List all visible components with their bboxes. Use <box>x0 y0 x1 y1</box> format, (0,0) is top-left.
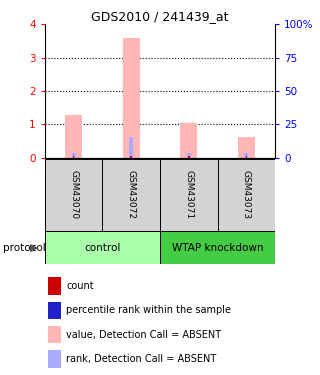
Bar <box>130 156 132 158</box>
Text: GSM43073: GSM43073 <box>242 170 251 220</box>
Bar <box>218 159 275 231</box>
Text: WTAP knockdown: WTAP knockdown <box>172 243 263 253</box>
Bar <box>245 156 247 158</box>
Text: protocol: protocol <box>3 243 46 253</box>
Bar <box>73 156 75 158</box>
Text: control: control <box>84 243 121 253</box>
Bar <box>48 302 61 319</box>
Bar <box>188 156 190 158</box>
Bar <box>123 38 140 158</box>
Bar <box>45 231 160 264</box>
Bar <box>48 350 61 368</box>
Text: GSM43071: GSM43071 <box>184 170 193 220</box>
Bar <box>102 159 160 231</box>
Text: GSM43072: GSM43072 <box>127 171 136 219</box>
Bar <box>160 159 218 231</box>
Bar <box>180 123 197 158</box>
Text: rank, Detection Call = ABSENT: rank, Detection Call = ABSENT <box>67 354 217 364</box>
Bar <box>45 159 102 231</box>
Bar <box>48 277 61 295</box>
Text: value, Detection Call = ABSENT: value, Detection Call = ABSENT <box>67 330 221 340</box>
Title: GDS2010 / 241439_at: GDS2010 / 241439_at <box>91 10 229 23</box>
Bar <box>48 326 61 344</box>
Bar <box>187 153 191 158</box>
Bar <box>72 153 76 158</box>
Bar <box>129 137 133 158</box>
Bar <box>244 153 248 158</box>
Text: percentile rank within the sample: percentile rank within the sample <box>67 305 231 315</box>
Bar <box>238 136 255 158</box>
Bar <box>160 231 275 264</box>
Text: ▶: ▶ <box>30 243 39 253</box>
Bar <box>65 115 82 158</box>
Text: count: count <box>67 281 94 291</box>
Text: GSM43070: GSM43070 <box>69 170 78 220</box>
